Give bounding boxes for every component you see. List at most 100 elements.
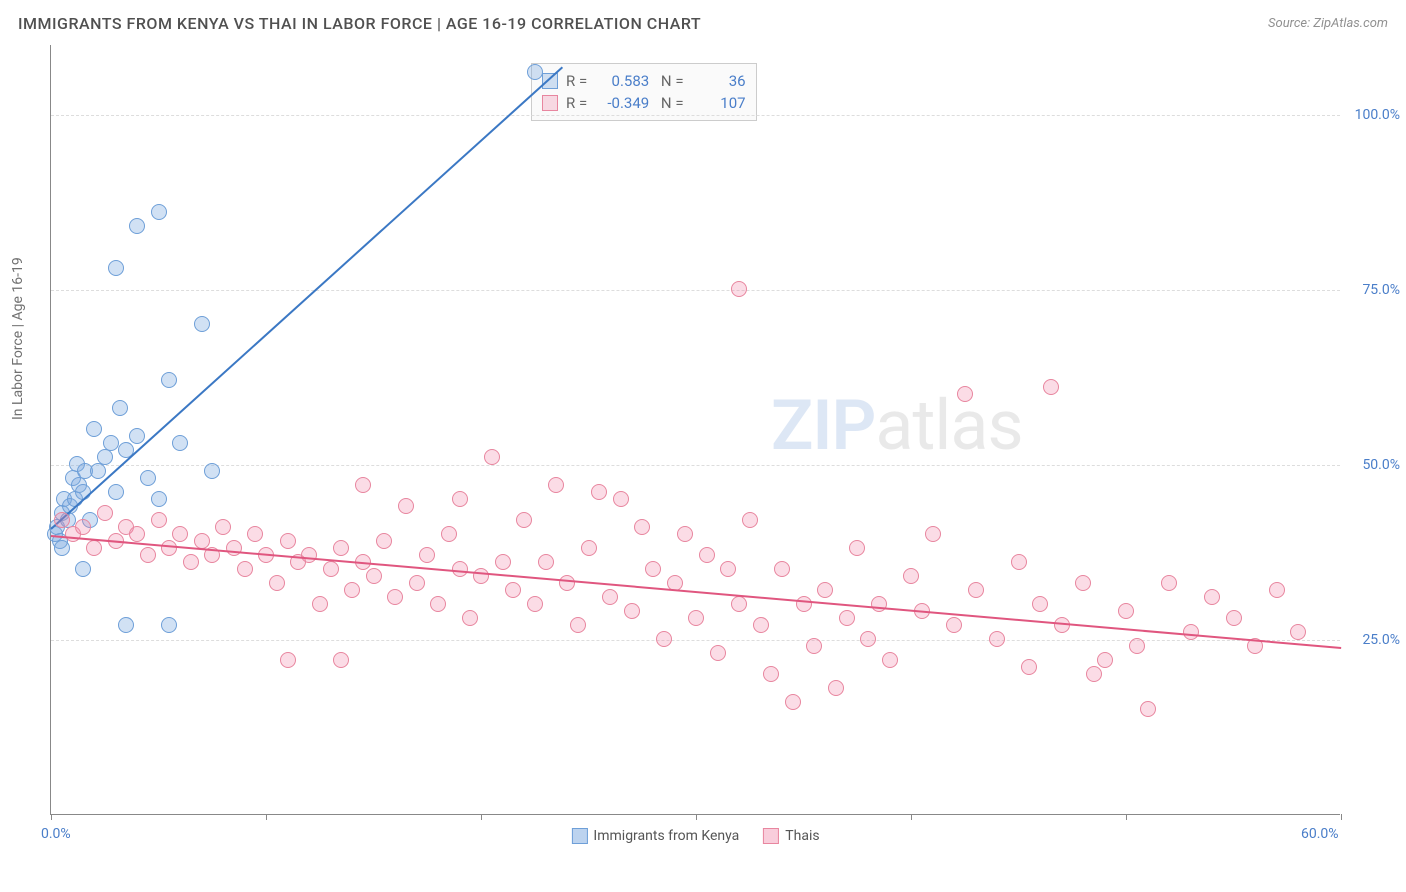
scatter-point [1204, 589, 1220, 605]
x-range-label: 60.0% [1301, 826, 1339, 842]
x-tick [1126, 814, 1127, 820]
scatter-point [688, 610, 704, 626]
scatter-point [516, 512, 532, 528]
scatter-point [849, 540, 865, 556]
scatter-point [946, 617, 962, 633]
scatter-point [882, 652, 898, 668]
scatter-point [860, 631, 876, 647]
x-tick [481, 814, 482, 820]
scatter-point [527, 64, 543, 80]
scatter-point [559, 575, 575, 591]
scatter-point [742, 512, 758, 528]
scatter-point [151, 491, 167, 507]
scatter-point [172, 526, 188, 542]
scatter-point [90, 463, 106, 479]
legend-label-thai: Thais [785, 828, 819, 844]
scatter-point [419, 547, 435, 563]
scatter-point [333, 540, 349, 556]
scatter-point [710, 645, 726, 661]
scatter-point [452, 491, 468, 507]
scatter-point [215, 519, 231, 535]
scatter-point [398, 498, 414, 514]
scatter-point [112, 400, 128, 416]
y-tick-label: 25.0% [1362, 632, 1400, 648]
source-attribution: Source: ZipAtlas.com [1268, 16, 1388, 31]
scatter-point [226, 540, 242, 556]
y-tick-label: 100.0% [1355, 107, 1400, 123]
scatter-point [538, 554, 554, 570]
y-axis-label: In Labor Force | Age 16-19 [10, 257, 26, 420]
watermark: ZIPatlas [771, 385, 1023, 467]
stats-row-thai: R = -0.349 N = 107 [542, 92, 746, 114]
x-tick [51, 814, 52, 820]
scatter-point [473, 568, 489, 584]
scatter-point [1097, 652, 1113, 668]
scatter-point [839, 610, 855, 626]
scatter-point [54, 540, 70, 556]
scatter-point [581, 540, 597, 556]
scatter-point [613, 491, 629, 507]
scatter-point [409, 575, 425, 591]
legend-swatch-kenya [571, 828, 587, 844]
scatter-point [97, 505, 113, 521]
scatter-point [656, 631, 672, 647]
scatter-point [731, 281, 747, 297]
scatter-point [129, 526, 145, 542]
legend-swatch-thai [763, 828, 779, 844]
title-bar: IMMIGRANTS FROM KENYA VS THAI IN LABOR F… [18, 14, 1388, 33]
scatter-point [968, 582, 984, 598]
scatter-point [462, 610, 478, 626]
scatter-point [140, 470, 156, 486]
scatter-point [183, 554, 199, 570]
scatter-point [194, 316, 210, 332]
scatter-point [301, 547, 317, 563]
scatter-point [387, 589, 403, 605]
scatter-point [344, 582, 360, 598]
scatter-point [796, 596, 812, 612]
scatter-point [118, 617, 134, 633]
scatter-point [323, 561, 339, 577]
legend-label-kenya: Immigrants from Kenya [593, 828, 739, 844]
stats-r-value-thai: -0.349 [595, 94, 649, 112]
scatter-point [699, 547, 715, 563]
scatter-point [495, 554, 511, 570]
scatter-point [548, 477, 564, 493]
scatter-point [505, 582, 521, 598]
scatter-point [484, 449, 500, 465]
scatter-point [312, 596, 328, 612]
scatter-point [86, 540, 102, 556]
scatter-point [806, 638, 822, 654]
scatter-point [151, 204, 167, 220]
scatter-point [247, 526, 263, 542]
scatter-point [1129, 638, 1145, 654]
legend-item-kenya: Immigrants from Kenya [571, 828, 739, 844]
scatter-point [527, 596, 543, 612]
gridline [51, 640, 1340, 641]
scatter-point [1183, 624, 1199, 640]
scatter-point [731, 596, 747, 612]
stats-box: R = 0.583 N = 36 R = -0.349 N = 107 [531, 63, 757, 121]
x-tick [266, 814, 267, 820]
plot-area: ZIPatlas R = 0.583 N = 36 R = -0.349 N =… [50, 45, 1340, 815]
scatter-point [957, 386, 973, 402]
scatter-point [280, 652, 296, 668]
stats-n-value-thai: 107 [692, 94, 746, 112]
scatter-point [1290, 624, 1306, 640]
scatter-point [75, 519, 91, 535]
scatter-point [108, 260, 124, 276]
scatter-point [1075, 575, 1091, 591]
scatter-point [333, 652, 349, 668]
scatter-point [280, 533, 296, 549]
scatter-point [634, 519, 650, 535]
watermark-zip: ZIP [771, 385, 875, 467]
scatter-point [108, 484, 124, 500]
x-tick [911, 814, 912, 820]
scatter-point [1118, 603, 1134, 619]
scatter-point [624, 603, 640, 619]
scatter-point [1226, 610, 1242, 626]
scatter-point [376, 533, 392, 549]
scatter-point [204, 463, 220, 479]
scatter-point [1011, 554, 1027, 570]
scatter-point [140, 547, 156, 563]
scatter-point [129, 428, 145, 444]
